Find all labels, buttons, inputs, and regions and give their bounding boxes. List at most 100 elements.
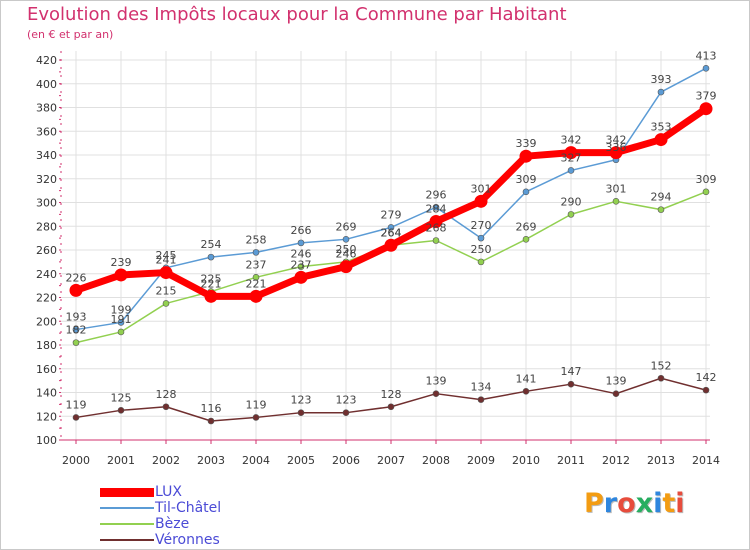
data-label: 139 bbox=[426, 375, 447, 388]
data-point bbox=[567, 211, 575, 218]
data-label: 379 bbox=[696, 90, 717, 103]
data-label: 342 bbox=[561, 134, 582, 147]
x-tick-label: 2009 bbox=[467, 454, 495, 467]
y-tick-label: 400 bbox=[36, 78, 57, 91]
data-label: 193 bbox=[66, 311, 87, 324]
data-point bbox=[387, 403, 395, 411]
x-tick-label: 2007 bbox=[377, 454, 405, 467]
y-tick-label: 300 bbox=[36, 197, 57, 210]
legend-item: Til-Châtel bbox=[100, 500, 300, 516]
x-tick-label: 2004 bbox=[242, 454, 270, 467]
x-tick-label: 2005 bbox=[287, 454, 315, 467]
legend-label: LUX bbox=[155, 484, 182, 500]
chart-subtitle: (en € et par an) bbox=[27, 28, 114, 41]
data-label: 199 bbox=[111, 303, 132, 316]
legend-label: Bèze bbox=[155, 516, 190, 532]
legend-swatch bbox=[100, 487, 154, 497]
data-label: 309 bbox=[696, 173, 717, 186]
y-tick-label: 180 bbox=[36, 339, 57, 352]
data-point bbox=[657, 88, 665, 96]
data-point bbox=[342, 409, 350, 416]
x-tick-label: 2008 bbox=[422, 454, 450, 467]
data-point bbox=[342, 236, 350, 243]
data-point bbox=[429, 215, 443, 228]
y-tick-label: 120 bbox=[36, 410, 57, 423]
data-point bbox=[702, 386, 710, 394]
y-tick-label: 160 bbox=[36, 363, 57, 376]
data-label: 182 bbox=[66, 324, 87, 337]
logo-letter: x bbox=[635, 488, 654, 519]
x-tick-label: 2013 bbox=[647, 454, 675, 467]
x-tick-label: 2002 bbox=[152, 454, 180, 467]
data-point bbox=[612, 390, 620, 397]
y-tick-label: 360 bbox=[36, 125, 57, 138]
data-point bbox=[162, 300, 170, 307]
data-label: 336 bbox=[606, 141, 627, 154]
data-point bbox=[72, 414, 80, 421]
logo-letter: o bbox=[617, 488, 636, 519]
data-label: 353 bbox=[651, 121, 672, 134]
data-label: 246 bbox=[336, 248, 357, 261]
logo-letter: t bbox=[662, 488, 676, 519]
data-label: 226 bbox=[66, 271, 87, 284]
data-label: 258 bbox=[246, 233, 267, 246]
data-label: 152 bbox=[651, 359, 672, 372]
data-label: 290 bbox=[561, 195, 582, 208]
data-point bbox=[117, 407, 125, 414]
legend-swatch bbox=[100, 539, 154, 541]
logo-letter: i bbox=[675, 488, 685, 519]
data-point bbox=[702, 188, 710, 196]
data-point bbox=[387, 224, 395, 231]
data-label: 270 bbox=[471, 219, 492, 232]
data-point bbox=[477, 258, 485, 266]
data-label: 119 bbox=[66, 398, 87, 411]
legend-label: Til-Châtel bbox=[155, 500, 222, 516]
data-label: 125 bbox=[111, 391, 132, 404]
data-label: 264 bbox=[381, 226, 402, 239]
data-point bbox=[72, 326, 80, 333]
data-point bbox=[522, 188, 530, 196]
data-label: 245 bbox=[156, 249, 177, 262]
data-point bbox=[657, 374, 665, 382]
data-point bbox=[477, 396, 485, 403]
legend-swatch bbox=[100, 523, 154, 525]
data-label: 269 bbox=[516, 220, 537, 233]
data-point bbox=[699, 102, 713, 116]
data-point bbox=[294, 270, 308, 284]
data-label: 339 bbox=[516, 137, 537, 150]
x-tick-label: 2000 bbox=[62, 454, 90, 467]
proxiti-logo: Proxiti bbox=[584, 488, 685, 519]
data-label: 134 bbox=[471, 381, 492, 394]
logo-letter: i bbox=[653, 488, 663, 519]
legend-item: Bèze bbox=[100, 516, 300, 532]
data-point bbox=[69, 283, 83, 297]
y-tick-label: 320 bbox=[36, 173, 57, 186]
data-point bbox=[519, 149, 533, 163]
data-label: 294 bbox=[651, 191, 672, 204]
legend-label: Véronnes bbox=[155, 532, 220, 548]
chart-legend: LUX Til-Châtel Bèze Véronnes bbox=[100, 484, 300, 548]
data-label: 128 bbox=[156, 388, 177, 401]
data-label: 266 bbox=[291, 224, 312, 237]
data-point bbox=[432, 203, 440, 211]
x-tick-label: 2001 bbox=[107, 454, 135, 467]
data-point bbox=[522, 388, 530, 395]
data-label: 142 bbox=[696, 371, 717, 384]
legend-item: Véronnes bbox=[100, 532, 300, 548]
data-point bbox=[204, 289, 218, 303]
data-point bbox=[564, 146, 578, 160]
data-point bbox=[477, 234, 485, 242]
data-label: 141 bbox=[516, 372, 537, 385]
data-label: 279 bbox=[381, 208, 402, 221]
data-point bbox=[117, 319, 125, 326]
y-tick-label: 100 bbox=[36, 434, 57, 447]
data-point bbox=[609, 146, 623, 160]
data-point bbox=[159, 266, 173, 280]
data-point bbox=[252, 249, 260, 256]
x-tick-label: 2010 bbox=[512, 454, 540, 467]
data-label: 119 bbox=[246, 398, 267, 411]
data-label: 123 bbox=[336, 394, 357, 407]
y-tick-label: 260 bbox=[36, 244, 57, 257]
data-label: 239 bbox=[111, 256, 132, 269]
data-label: 191 bbox=[111, 313, 132, 326]
